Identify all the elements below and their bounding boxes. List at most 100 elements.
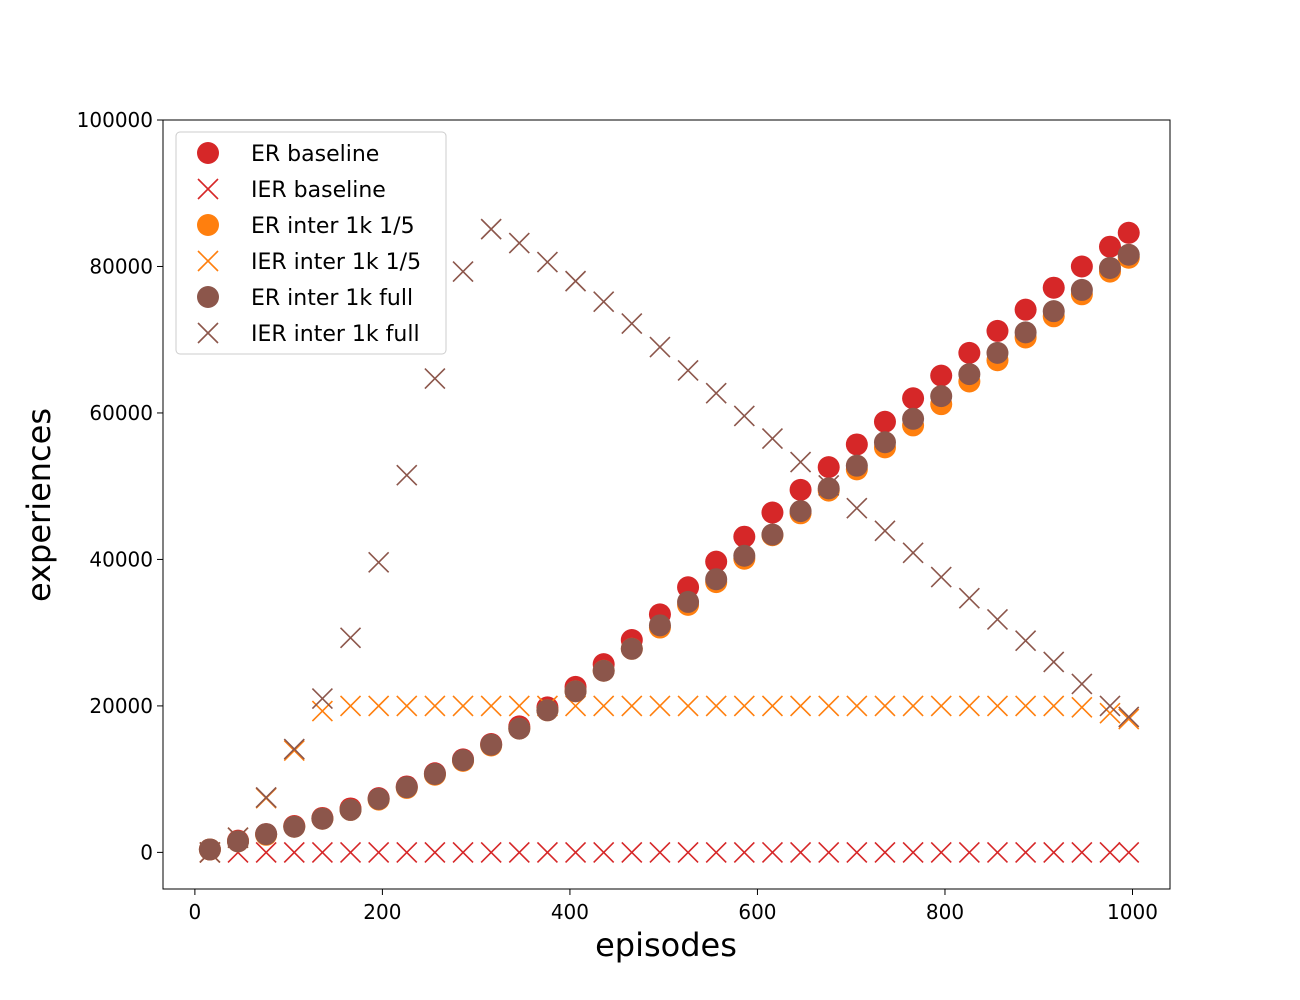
series-6 (199, 218, 1140, 863)
data-point (930, 364, 953, 387)
data-point (902, 387, 925, 410)
data-point-x (452, 695, 474, 717)
data-point-x (283, 740, 305, 762)
legend-marker (197, 322, 219, 344)
data-point (789, 500, 812, 523)
legend-item: IER inter 1k 1/5 (197, 250, 421, 275)
data-point (339, 798, 362, 821)
data-point (423, 763, 446, 786)
data-point-x (958, 695, 980, 717)
x-axis-label: episodes (595, 926, 737, 964)
data-point-x (761, 695, 784, 717)
data-point-x (1099, 695, 1121, 717)
x-axis-ticks: 0 200 400 600 800 1000 (189, 889, 1158, 924)
data-point-x (396, 841, 418, 863)
data-point-x (452, 841, 474, 863)
data-point-x (1118, 708, 1140, 730)
y-tick-label: 20000 (89, 694, 153, 718)
data-point-x (227, 827, 249, 849)
data-point (311, 807, 334, 830)
data-point-x (1043, 651, 1065, 673)
data-point (705, 550, 728, 573)
legend-label: IER inter 1k full (251, 322, 420, 347)
legend-label: IER baseline (251, 178, 386, 203)
data-point-x (705, 695, 727, 717)
data-point (986, 319, 1009, 342)
data-point-x (733, 695, 755, 717)
data-point (1098, 235, 1121, 258)
data-point (1098, 256, 1121, 279)
data-point-x (818, 695, 840, 717)
data-point-x (593, 841, 615, 863)
data-point (958, 341, 981, 364)
data-point-x (846, 497, 868, 519)
data-point-x (986, 695, 1009, 717)
x-tick-label: 0 (189, 900, 202, 924)
y-tick-label: 40000 (89, 547, 153, 571)
data-point-x (311, 841, 333, 863)
data-point-x (705, 841, 727, 863)
y-axis-ticks: 0 20000 40000 60000 80000 100000 (77, 108, 163, 864)
x-tick-label: 1000 (1107, 900, 1158, 924)
data-point-x (536, 841, 558, 863)
data-point (1014, 321, 1037, 344)
x-tick-label: 400 (551, 900, 589, 924)
y-tick-label: 0 (140, 840, 153, 864)
data-point (508, 717, 531, 740)
data-point (255, 823, 278, 846)
data-point-x (761, 428, 784, 450)
data-point (817, 477, 840, 500)
y-tick-label: 80000 (89, 254, 153, 278)
data-point-x (368, 695, 390, 717)
data-point-x (790, 841, 812, 863)
data-point-x (424, 367, 446, 390)
data-point-x (649, 336, 671, 358)
data-point (1014, 298, 1037, 321)
data-point (1042, 300, 1065, 323)
data-point (845, 454, 868, 477)
data-point (986, 341, 1009, 364)
legend-item: IER baseline (197, 178, 386, 203)
data-marks (198, 218, 1140, 863)
data-point-x (790, 451, 812, 473)
data-point-x (1118, 706, 1140, 728)
data-point-x (199, 841, 221, 863)
data-point-x (480, 218, 502, 240)
data-point (705, 568, 728, 591)
data-point-x (339, 841, 362, 863)
data-point-x (986, 841, 1009, 863)
data-point (1117, 221, 1140, 244)
data-point-x (761, 841, 784, 863)
data-point-x (508, 232, 530, 254)
data-point-x (564, 841, 587, 863)
data-point-x (339, 695, 362, 717)
data-point-x (480, 841, 502, 863)
series-4 (199, 695, 1140, 863)
data-point-x (1043, 695, 1065, 717)
data-point-x (874, 841, 896, 863)
data-point-x (986, 608, 1009, 631)
series-5 (198, 243, 1140, 861)
data-point-x (339, 627, 362, 649)
data-point-x (958, 841, 980, 863)
data-point-x (958, 587, 980, 609)
legend-label: ER baseline (251, 142, 379, 167)
legend: ER baseline IER baseline ER inter 1k 1/5 IE… (175, 131, 447, 355)
data-point-x (593, 695, 615, 717)
legend-marker (197, 142, 219, 164)
data-point (1117, 243, 1140, 266)
data-point-x (874, 520, 896, 542)
data-point (227, 830, 250, 853)
data-point-x (508, 841, 530, 863)
data-point (198, 838, 221, 861)
data-point (845, 433, 868, 456)
data-point-x (564, 270, 587, 292)
data-point (592, 659, 615, 682)
data-point (480, 733, 503, 756)
legend-label: ER inter 1k 1/5 (251, 214, 415, 239)
legend-item: ER inter 1k 1/5 (197, 214, 415, 239)
data-point-x (480, 695, 502, 717)
data-point-x (930, 566, 952, 588)
legend-item: IER inter 1k full (197, 322, 420, 347)
